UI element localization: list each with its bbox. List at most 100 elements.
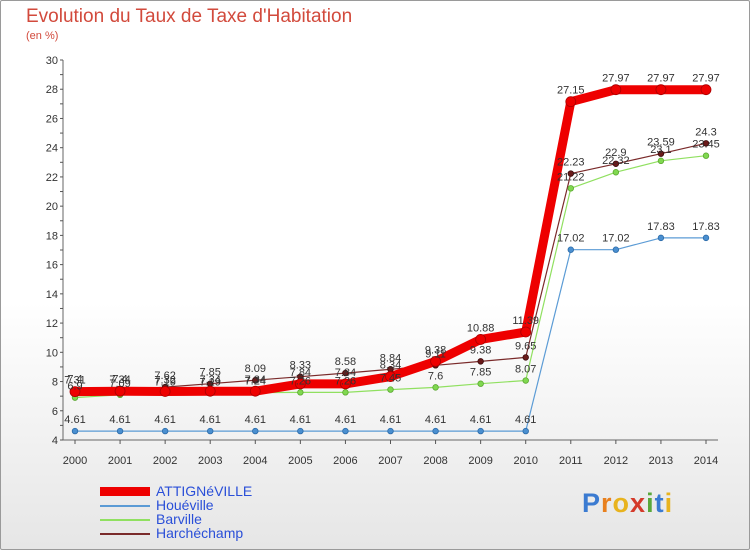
data-point: [612, 169, 620, 176]
y-tick-label: 22: [46, 172, 58, 184]
x-tick-label: 2013: [649, 455, 673, 467]
data-label: 7.84: [290, 367, 311, 379]
data-label: 10.88: [467, 322, 495, 334]
x-tick-label: 2010: [513, 455, 537, 467]
x-tick-label: 2008: [423, 455, 447, 467]
y-tick-label: 28: [46, 84, 58, 96]
data-point: [567, 170, 574, 177]
data-point: [567, 185, 574, 192]
x-tick-label: 2003: [198, 455, 222, 467]
x-tick-label: 2000: [63, 455, 87, 467]
data-label: 7.19: [154, 376, 175, 388]
logo-letter: t: [654, 488, 665, 518]
data-point: [432, 384, 439, 391]
data-point: [387, 427, 394, 435]
data-label: 17.83: [647, 221, 675, 233]
data-point: [159, 386, 171, 397]
data-point: [340, 378, 351, 390]
y-tick-label: 12: [46, 318, 58, 330]
data-label: 7.32: [154, 374, 175, 386]
data-label: 4.61: [380, 414, 401, 426]
y-tick-label: 14: [46, 289, 58, 301]
logo-letter: i: [646, 488, 655, 518]
data-point: [252, 427, 259, 435]
data-label: 9.38: [470, 344, 491, 356]
data-point: [522, 354, 529, 361]
y-tick-label: 6: [52, 406, 58, 418]
data-point: [385, 371, 396, 382]
data-label: 8.09: [245, 363, 266, 375]
data-label: 27.97: [692, 73, 720, 85]
data-label: 8.84: [380, 352, 401, 364]
logo-letter: x: [630, 488, 647, 518]
y-tick-label: 10: [46, 347, 58, 359]
data-point: [657, 157, 665, 165]
data-label: 7.31: [64, 375, 85, 387]
data-point: [702, 140, 710, 147]
data-label: 23.59: [647, 137, 675, 149]
y-tick-label: 8: [52, 377, 58, 389]
data-label: 17.83: [692, 221, 720, 233]
data-label: 8.58: [335, 356, 356, 368]
data-point: [477, 380, 484, 387]
data-point: [297, 427, 304, 435]
data-point: [342, 369, 349, 377]
data-point: [657, 150, 665, 157]
data-point: [522, 377, 529, 384]
data-point: [477, 427, 484, 435]
x-tick-label: 2005: [288, 455, 312, 467]
data-point: [612, 160, 620, 167]
data-label: 4.61: [290, 414, 311, 426]
axes: 4 6 8 10 12 14 16 18 20 22 24 26 28 30 2000 2001 2002 200…: [46, 55, 718, 467]
legend-item: ATTIGNéVILLE: [100, 484, 360, 498]
data-point: [702, 234, 710, 242]
data-point: [252, 377, 259, 384]
data-point: [430, 355, 441, 367]
legend-swatch: [100, 505, 150, 507]
data-point: [700, 84, 712, 96]
data-point: [297, 389, 304, 396]
data-label: 27.15: [557, 85, 585, 97]
data-label: 9.65: [515, 340, 536, 352]
legend: ATTIGNéVILLE Houéville Barville Harchéchamp: [100, 484, 360, 540]
legend-swatch: [100, 519, 150, 521]
x-tick-label: 2004: [243, 455, 267, 467]
data-point: [612, 246, 620, 253]
data-label: 27.97: [647, 73, 675, 85]
legend-label: Harchéchamp: [156, 525, 244, 541]
chart-title: Evolution du Taux de Taxe d'Habitation: [26, 6, 353, 27]
data-label: 9.11: [425, 348, 446, 360]
data-label: 7.85: [200, 367, 221, 379]
data-label: 17.02: [557, 233, 585, 245]
legend-item: Harchéchamp: [100, 526, 360, 540]
data-label: 7.85: [470, 367, 491, 379]
data-label: 8.07: [515, 364, 536, 376]
logo-letter: i: [664, 488, 674, 518]
data-point: [567, 246, 574, 253]
series-line-1: [74, 237, 707, 432]
legend-label: Houéville: [156, 497, 214, 513]
data-point: [475, 334, 487, 345]
data-point: [702, 152, 710, 159]
data-point: [161, 427, 169, 435]
data-label: 4.61: [154, 414, 175, 426]
data-label: 7.34: [109, 374, 130, 386]
legend-item: Houéville: [100, 498, 360, 512]
data-point: [114, 385, 126, 397]
data-label: 27.97: [602, 73, 630, 85]
data-point: [610, 84, 622, 96]
data-label: 4.61: [109, 414, 130, 426]
data-label: 7.6: [428, 370, 443, 382]
data-label: 9.38: [425, 344, 446, 356]
data-point: [342, 427, 349, 435]
data-point: [477, 358, 484, 365]
data-label: 22.23: [557, 157, 585, 169]
data-point: [294, 378, 306, 390]
data-label: 21.22: [557, 171, 585, 183]
data-point: [207, 427, 214, 435]
legend-swatch: [100, 487, 150, 496]
data-label: 22.9: [605, 147, 626, 159]
data-label: 7.45: [380, 373, 401, 385]
data-point: [565, 96, 577, 108]
